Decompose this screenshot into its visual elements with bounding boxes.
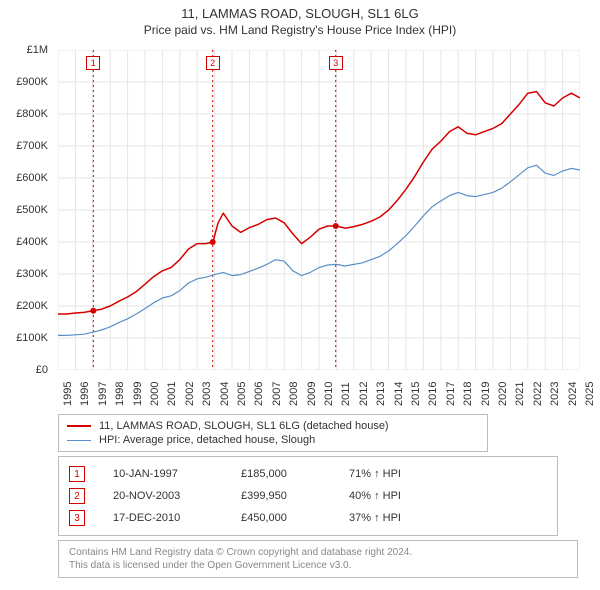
chart-title: 11, LAMMAS ROAD, SLOUGH, SL1 6LG (0, 0, 600, 21)
chart-svg (58, 50, 580, 370)
attribution: Contains HM Land Registry data © Crown c… (58, 540, 578, 578)
x-tick-label: 2017 (445, 382, 457, 406)
legend-label: HPI: Average price, detached house, Slou… (99, 434, 315, 446)
x-tick-label: 2019 (480, 382, 492, 406)
y-tick-label: £700K (16, 140, 48, 152)
x-tick-label: 2018 (462, 382, 474, 406)
legend-item: 11, LAMMAS ROAD, SLOUGH, SL1 6LG (detach… (67, 419, 479, 433)
y-tick-label: £300K (16, 268, 48, 280)
y-tick-label: £500K (16, 204, 48, 216)
x-tick-label: 2001 (166, 382, 178, 406)
attribution-line1: Contains HM Land Registry data © Crown c… (69, 546, 567, 559)
x-tick-label: 2002 (184, 382, 196, 406)
x-tick-label: 2021 (514, 382, 526, 406)
x-axis-labels: 1995 1996 1997 1998 1999 2000 2001 2002 2003 2004… (58, 376, 580, 410)
x-tick-label: 2024 (567, 382, 579, 406)
attribution-line2: This data is licensed under the Open Gov… (69, 559, 567, 572)
x-tick-label: 2025 (584, 382, 596, 406)
x-tick-label: 1999 (132, 382, 144, 406)
sale-pct: 40% ↑ HPI (349, 490, 429, 502)
x-tick-label: 2009 (306, 382, 318, 406)
chart-subtitle: Price paid vs. HM Land Registry's House … (0, 21, 600, 43)
sale-pct: 37% ↑ HPI (349, 512, 429, 524)
x-tick-label: 2000 (149, 382, 161, 406)
sale-row-marker: 2 (69, 488, 85, 504)
sale-price: £450,000 (241, 512, 321, 524)
x-tick-label: 2006 (253, 382, 265, 406)
x-tick-label: 2022 (532, 382, 544, 406)
x-tick-label: 2003 (201, 382, 213, 406)
legend-item: HPI: Average price, detached house, Slou… (67, 433, 479, 447)
sales-table: 1 10-JAN-1997 £185,000 71% ↑ HPI 2 20-NOV-200… (58, 456, 558, 536)
legend: 11, LAMMAS ROAD, SLOUGH, SL1 6LG (detach… (58, 414, 488, 452)
legend-swatch (67, 440, 91, 441)
y-tick-label: £200K (16, 300, 48, 312)
x-tick-label: 2020 (497, 382, 509, 406)
sale-row: 3 17-DEC-2010 £450,000 37% ↑ HPI (69, 507, 547, 529)
x-tick-label: 2015 (410, 382, 422, 406)
x-tick-label: 2023 (549, 382, 561, 406)
x-tick-label: 2016 (427, 382, 439, 406)
y-tick-label: £100K (16, 332, 48, 344)
sale-marker-2: 2 (206, 56, 220, 70)
sale-marker-1: 1 (86, 56, 100, 70)
sale-row-marker: 3 (69, 510, 85, 526)
x-tick-label: 2011 (340, 382, 352, 406)
x-tick-label: 1995 (62, 382, 74, 406)
x-tick-label: 2012 (358, 382, 370, 406)
sale-date: 17-DEC-2010 (113, 512, 213, 524)
plot-area: 1 2 3 (58, 50, 580, 370)
y-axis-labels: £0£100K£200K£300K£400K£500K£600K£700K£80… (0, 50, 52, 370)
x-tick-label: 1997 (97, 382, 109, 406)
y-tick-label: £0 (36, 364, 48, 376)
sale-row: 2 20-NOV-2003 £399,950 40% ↑ HPI (69, 485, 547, 507)
sale-pct: 71% ↑ HPI (349, 468, 429, 480)
sale-row: 1 10-JAN-1997 £185,000 71% ↑ HPI (69, 463, 547, 485)
sale-marker-3: 3 (329, 56, 343, 70)
chart-container: 11, LAMMAS ROAD, SLOUGH, SL1 6LG Price p… (0, 0, 600, 590)
legend-swatch (67, 425, 91, 427)
y-tick-label: £900K (16, 76, 48, 88)
x-tick-label: 2007 (271, 382, 283, 406)
x-tick-label: 1996 (79, 382, 91, 406)
x-tick-label: 2008 (288, 382, 300, 406)
y-tick-label: £1M (27, 44, 48, 56)
x-tick-label: 2010 (323, 382, 335, 406)
x-tick-label: 2014 (393, 382, 405, 406)
sale-row-marker: 1 (69, 466, 85, 482)
x-tick-label: 1998 (114, 382, 126, 406)
y-tick-label: £600K (16, 172, 48, 184)
sale-price: £185,000 (241, 468, 321, 480)
legend-label: 11, LAMMAS ROAD, SLOUGH, SL1 6LG (detach… (99, 420, 389, 432)
x-tick-label: 2013 (375, 382, 387, 406)
y-tick-label: £400K (16, 236, 48, 248)
sale-date: 10-JAN-1997 (113, 468, 213, 480)
y-tick-label: £800K (16, 108, 48, 120)
sale-date: 20-NOV-2003 (113, 490, 213, 502)
x-tick-label: 2004 (219, 382, 231, 406)
x-tick-label: 2005 (236, 382, 248, 406)
sale-price: £399,950 (241, 490, 321, 502)
